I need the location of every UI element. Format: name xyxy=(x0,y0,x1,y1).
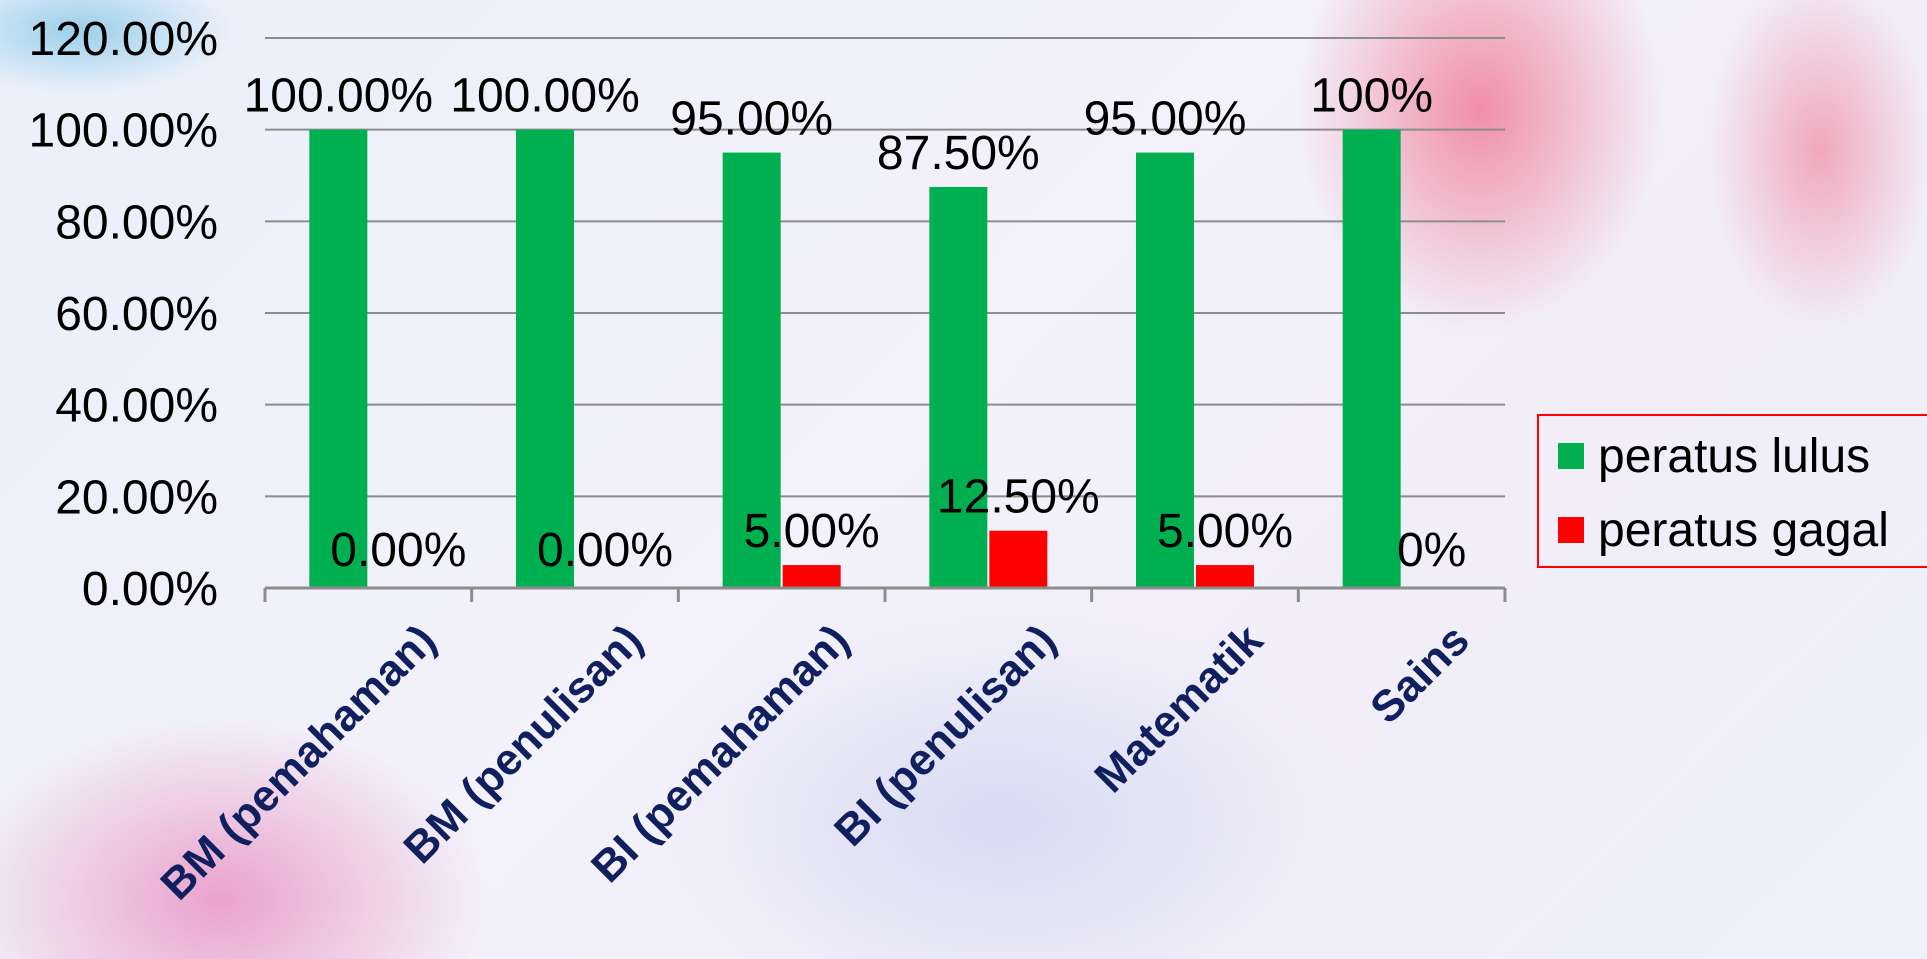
bar-peratus-gagal xyxy=(783,565,841,588)
category-label: Sains xyxy=(1361,615,1479,733)
data-label: 12.50% xyxy=(937,471,1100,524)
y-tick-label: 0.00% xyxy=(82,563,218,616)
y-tick-label: 60.00% xyxy=(55,288,218,341)
data-label: 5.00% xyxy=(1157,505,1293,558)
y-tick-label: 80.00% xyxy=(55,196,218,249)
y-axis-tick-labels: 0.00% 20.00% 40.00% 60.00% 80.00% 100.00% 120.… xyxy=(29,13,219,616)
legend: peratus lulus peratus gagal xyxy=(1538,415,1927,567)
legend-label: peratus lulus xyxy=(1598,430,1870,483)
data-label: 95.00% xyxy=(1084,93,1247,146)
data-labels: 100.00% 100.00% 95.00% 87.50% 95.00% 100% 0.00… xyxy=(244,70,1467,577)
data-label: 5.00% xyxy=(744,505,880,558)
bar-peratus-lulus xyxy=(929,187,987,588)
x-axis xyxy=(265,588,1505,602)
y-tick-label: 20.00% xyxy=(55,471,218,524)
bar-peratus-gagal xyxy=(1196,565,1254,588)
category-label: BI (penulisan) xyxy=(825,615,1065,855)
category-label: BM (pemahaman) xyxy=(151,615,445,909)
data-label: 0.00% xyxy=(537,524,673,577)
bar-peratus-lulus xyxy=(309,130,367,588)
y-tick-label: 100.00% xyxy=(29,105,219,158)
data-label: 100% xyxy=(1310,70,1433,123)
data-label: 0.00% xyxy=(330,524,466,577)
y-tick-label: 120.00% xyxy=(29,13,219,66)
data-label: 100.00% xyxy=(450,70,640,123)
data-label: 0% xyxy=(1397,524,1466,577)
bar-peratus-gagal xyxy=(989,531,1047,588)
bar-peratus-lulus xyxy=(1343,130,1401,588)
legend-swatch xyxy=(1558,517,1584,543)
legend-swatch xyxy=(1558,443,1584,469)
data-label: 95.00% xyxy=(670,93,833,146)
category-labels: BM (pemahaman)BM (penulisan)BI (pemahama… xyxy=(151,615,1478,909)
category-label: Matematik xyxy=(1085,615,1272,802)
legend-label: peratus gagal xyxy=(1598,504,1889,557)
y-tick-label: 40.00% xyxy=(55,380,218,433)
data-label: 100.00% xyxy=(244,70,434,123)
data-label: 87.50% xyxy=(877,127,1040,180)
bar-peratus-lulus xyxy=(516,130,574,588)
